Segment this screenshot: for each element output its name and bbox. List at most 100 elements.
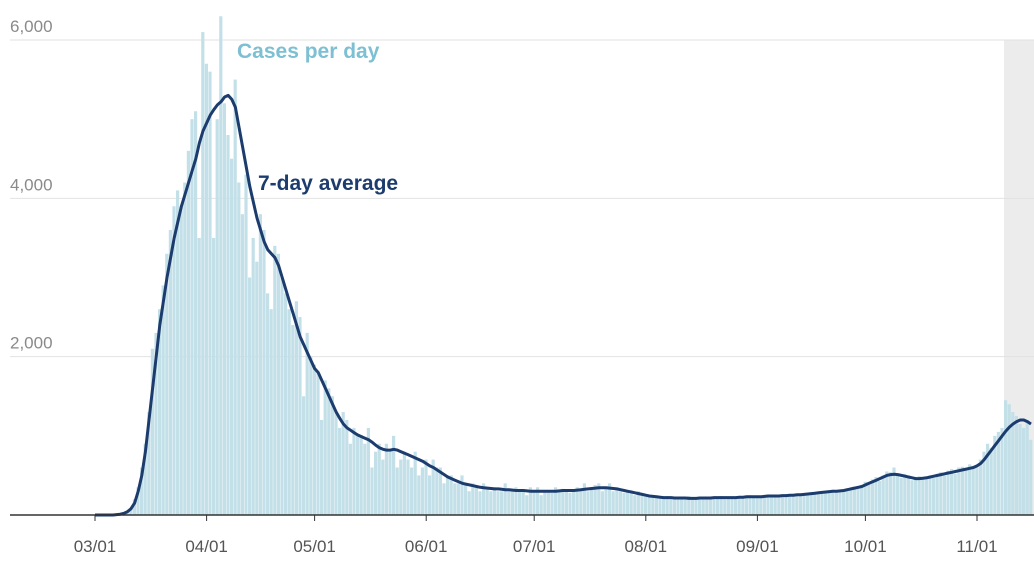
bar xyxy=(136,487,140,515)
bar xyxy=(222,103,226,515)
bar xyxy=(140,467,144,515)
bar xyxy=(276,253,280,515)
bar xyxy=(964,470,968,515)
bar xyxy=(428,475,432,515)
bar xyxy=(507,491,511,515)
bar xyxy=(626,489,630,515)
bar xyxy=(485,487,489,515)
bar xyxy=(150,348,154,515)
bar xyxy=(298,317,302,515)
bar xyxy=(496,491,500,515)
bar xyxy=(608,483,612,515)
bar xyxy=(586,491,590,515)
bar xyxy=(1004,400,1008,515)
bar xyxy=(366,427,370,515)
x-tick-label: 11/01 xyxy=(956,537,997,556)
bar xyxy=(860,484,864,515)
bar xyxy=(309,356,313,515)
bar xyxy=(251,237,255,515)
bar xyxy=(179,206,183,515)
bar xyxy=(726,496,730,515)
bar xyxy=(665,496,669,515)
x-tick-label: 04/01 xyxy=(185,537,228,556)
bar xyxy=(467,491,471,515)
bar xyxy=(302,396,306,515)
bar xyxy=(788,495,792,515)
bar xyxy=(770,496,774,515)
bar xyxy=(557,491,561,515)
bar xyxy=(186,150,190,516)
bar xyxy=(554,487,558,515)
bar xyxy=(1011,412,1015,515)
bar xyxy=(323,380,327,515)
bar xyxy=(957,467,961,515)
bar xyxy=(575,487,579,515)
bar xyxy=(694,498,698,515)
bar xyxy=(809,492,813,515)
bar xyxy=(644,496,648,515)
bar xyxy=(676,496,680,515)
bar xyxy=(424,459,428,515)
x-tick-label: 10/01 xyxy=(844,537,887,556)
bar xyxy=(852,486,856,515)
bar xyxy=(564,491,568,515)
bar xyxy=(798,495,802,515)
bar xyxy=(172,206,176,515)
bar xyxy=(780,494,784,515)
bar xyxy=(230,158,234,515)
bar xyxy=(435,467,439,515)
bar xyxy=(590,489,594,515)
bar xyxy=(543,491,547,515)
bar xyxy=(878,480,882,515)
bar xyxy=(518,491,522,515)
bar xyxy=(672,499,676,515)
bar xyxy=(330,396,334,515)
bar xyxy=(1007,404,1011,515)
bar xyxy=(903,473,907,515)
bar xyxy=(766,494,770,515)
bar xyxy=(514,487,518,515)
bar xyxy=(352,427,356,515)
bar xyxy=(460,475,464,515)
bar xyxy=(453,483,457,515)
bar xyxy=(327,388,331,515)
bar xyxy=(910,480,914,515)
bar xyxy=(561,488,565,515)
bar xyxy=(719,496,723,515)
bar xyxy=(273,245,277,516)
bar xyxy=(464,483,468,515)
x-tick-label: 06/01 xyxy=(405,537,448,556)
bar xyxy=(262,230,266,515)
bar xyxy=(312,364,316,515)
bar xyxy=(482,483,486,515)
bar xyxy=(266,293,270,515)
bar xyxy=(132,499,136,515)
bar xyxy=(935,473,939,515)
bar xyxy=(377,443,381,515)
bar xyxy=(248,277,252,515)
bar xyxy=(734,498,738,515)
bar xyxy=(489,491,493,515)
bar xyxy=(341,412,345,515)
bar xyxy=(503,483,507,515)
bar xyxy=(438,467,442,515)
bar xyxy=(953,473,957,515)
bar xyxy=(492,487,496,515)
bar xyxy=(996,431,1000,515)
bar xyxy=(305,332,309,515)
bar xyxy=(701,499,705,515)
bar xyxy=(899,477,903,515)
bar xyxy=(687,496,691,515)
x-tick-label: 03/01 xyxy=(74,537,117,556)
bar xyxy=(986,443,990,515)
bar xyxy=(698,496,702,515)
bar xyxy=(446,475,450,515)
bar xyxy=(233,79,237,515)
bar xyxy=(741,496,745,515)
bar xyxy=(744,497,748,515)
bar xyxy=(215,119,219,516)
bar xyxy=(914,477,918,515)
bar xyxy=(690,499,694,515)
bar xyxy=(147,412,151,515)
